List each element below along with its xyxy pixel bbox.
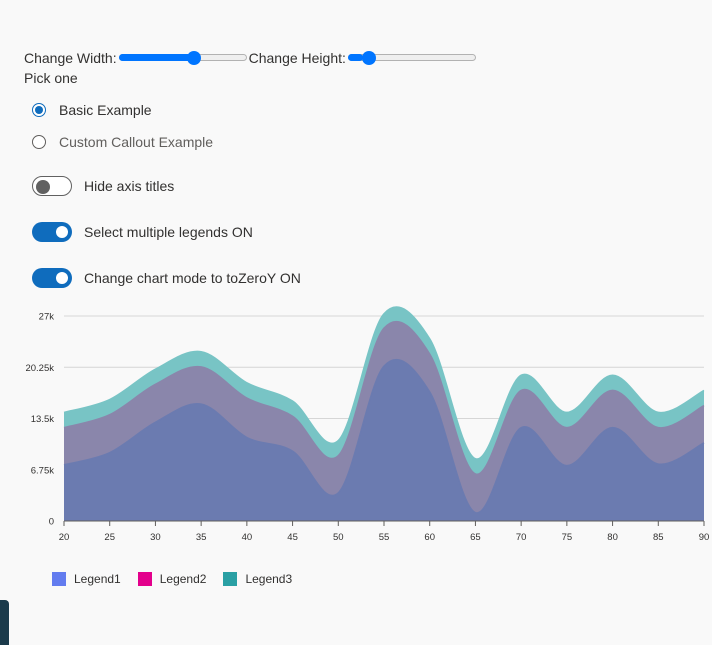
- legend3-swatch: [223, 572, 238, 586]
- height-slider-thumb[interactable]: [361, 51, 376, 65]
- radio-button[interactable]: [32, 135, 46, 149]
- toggle-chart-mode[interactable]: Change chart mode to toZeroY ON: [32, 268, 301, 288]
- x-tick-label: 85: [653, 532, 664, 543]
- area-chart: 0 6.75k 13.5k 20.25k 27k 20 25 30 35 40 45 50 55 60 65…: [25, 306, 710, 543]
- controls-panel: Change Width: Change Height: Pick one: [24, 48, 478, 86]
- height-slider[interactable]: [347, 48, 476, 68]
- series-line-legend2: [63, 321, 705, 475]
- radio-label-basic: Basic Example: [59, 102, 152, 118]
- x-tick-label: 75: [562, 532, 573, 543]
- toggle-hide-axis-titles[interactable]: Hide axis titles: [32, 176, 174, 196]
- y-tick-label: 27k: [39, 312, 55, 323]
- y-tick-label: 6.75k: [31, 465, 54, 476]
- toggle-label-chart-mode: Change chart mode to toZeroY ON: [84, 270, 301, 286]
- height-slider-fill: [347, 54, 364, 61]
- toggle-label-axis-titles: Hide axis titles: [84, 178, 175, 194]
- x-tick-label: 25: [104, 532, 115, 543]
- y-tick-label: 20.25k: [25, 363, 54, 374]
- width-slider[interactable]: [118, 48, 247, 68]
- series-line-legend1: [63, 359, 705, 514]
- legend2-swatch: [137, 572, 152, 586]
- size-controls-row: Change Width: Change Height:: [24, 48, 478, 68]
- width-slider-fill: [118, 54, 196, 61]
- radio-button[interactable]: [32, 103, 46, 117]
- x-tick-label: 65: [470, 532, 481, 543]
- toggle-knob: [56, 272, 68, 284]
- x-tick-label: 90: [699, 532, 710, 543]
- toggle-switch[interactable]: [32, 176, 72, 196]
- x-tick-label: 30: [150, 532, 161, 543]
- legend3-label: Legend3: [245, 572, 293, 586]
- x-tick-label: 35: [196, 532, 207, 543]
- x-tick-label: 20: [59, 532, 70, 543]
- x-tick-label: 55: [379, 532, 390, 543]
- x-tick-label: 40: [242, 532, 253, 543]
- x-tick-label: 70: [516, 532, 527, 543]
- series-area-legend1: [64, 359, 704, 521]
- toggle-knob: [56, 226, 68, 238]
- width-slider-thumb[interactable]: [187, 51, 201, 65]
- pick-one-label: Pick one: [24, 70, 78, 86]
- corner-panel-tab[interactable]: [0, 600, 9, 645]
- toggle-multiple-legends[interactable]: Select multiple legends ON: [32, 222, 253, 242]
- radio-custom-callout[interactable]: Custom Callout Example: [32, 134, 213, 150]
- x-tick-label: 60: [424, 532, 435, 543]
- legend1-swatch: [52, 572, 66, 586]
- legend-item-2[interactable]: Legend2: [137, 572, 207, 586]
- radio-basic-example[interactable]: Basic Example: [32, 102, 152, 118]
- legend-item-3[interactable]: Legend3: [223, 572, 292, 586]
- width-label: Change Width:: [24, 50, 117, 66]
- height-label: Change Height:: [248, 50, 346, 66]
- x-tick-label: 50: [333, 532, 344, 543]
- series-line-legend3: [63, 306, 705, 460]
- toggle-switch[interactable]: [32, 222, 72, 242]
- legend1-label: Legend1: [74, 572, 121, 586]
- toggle-label-multiple-legends: Select multiple legends ON: [84, 224, 253, 240]
- toggle-switch[interactable]: [32, 268, 72, 288]
- y-tick-label: 0: [49, 517, 54, 528]
- x-tick-label: 80: [607, 532, 618, 543]
- radio-label-custom: Custom Callout Example: [59, 134, 214, 150]
- legend2-label: Legend2: [159, 572, 207, 586]
- x-tick-label: 45: [287, 532, 298, 543]
- toggle-knob: [36, 180, 50, 194]
- legend-item-1[interactable]: Legend1: [52, 572, 121, 586]
- y-tick-label: 13.5k: [31, 414, 54, 425]
- chart-legend: Legend1 Legend2 Legend3: [52, 572, 309, 586]
